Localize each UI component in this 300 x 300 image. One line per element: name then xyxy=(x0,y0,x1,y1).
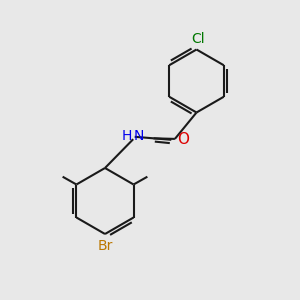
Text: Cl: Cl xyxy=(191,32,205,46)
Text: H: H xyxy=(121,129,132,142)
Text: N: N xyxy=(134,129,145,142)
Text: Br: Br xyxy=(98,239,113,254)
Text: O: O xyxy=(177,132,189,147)
